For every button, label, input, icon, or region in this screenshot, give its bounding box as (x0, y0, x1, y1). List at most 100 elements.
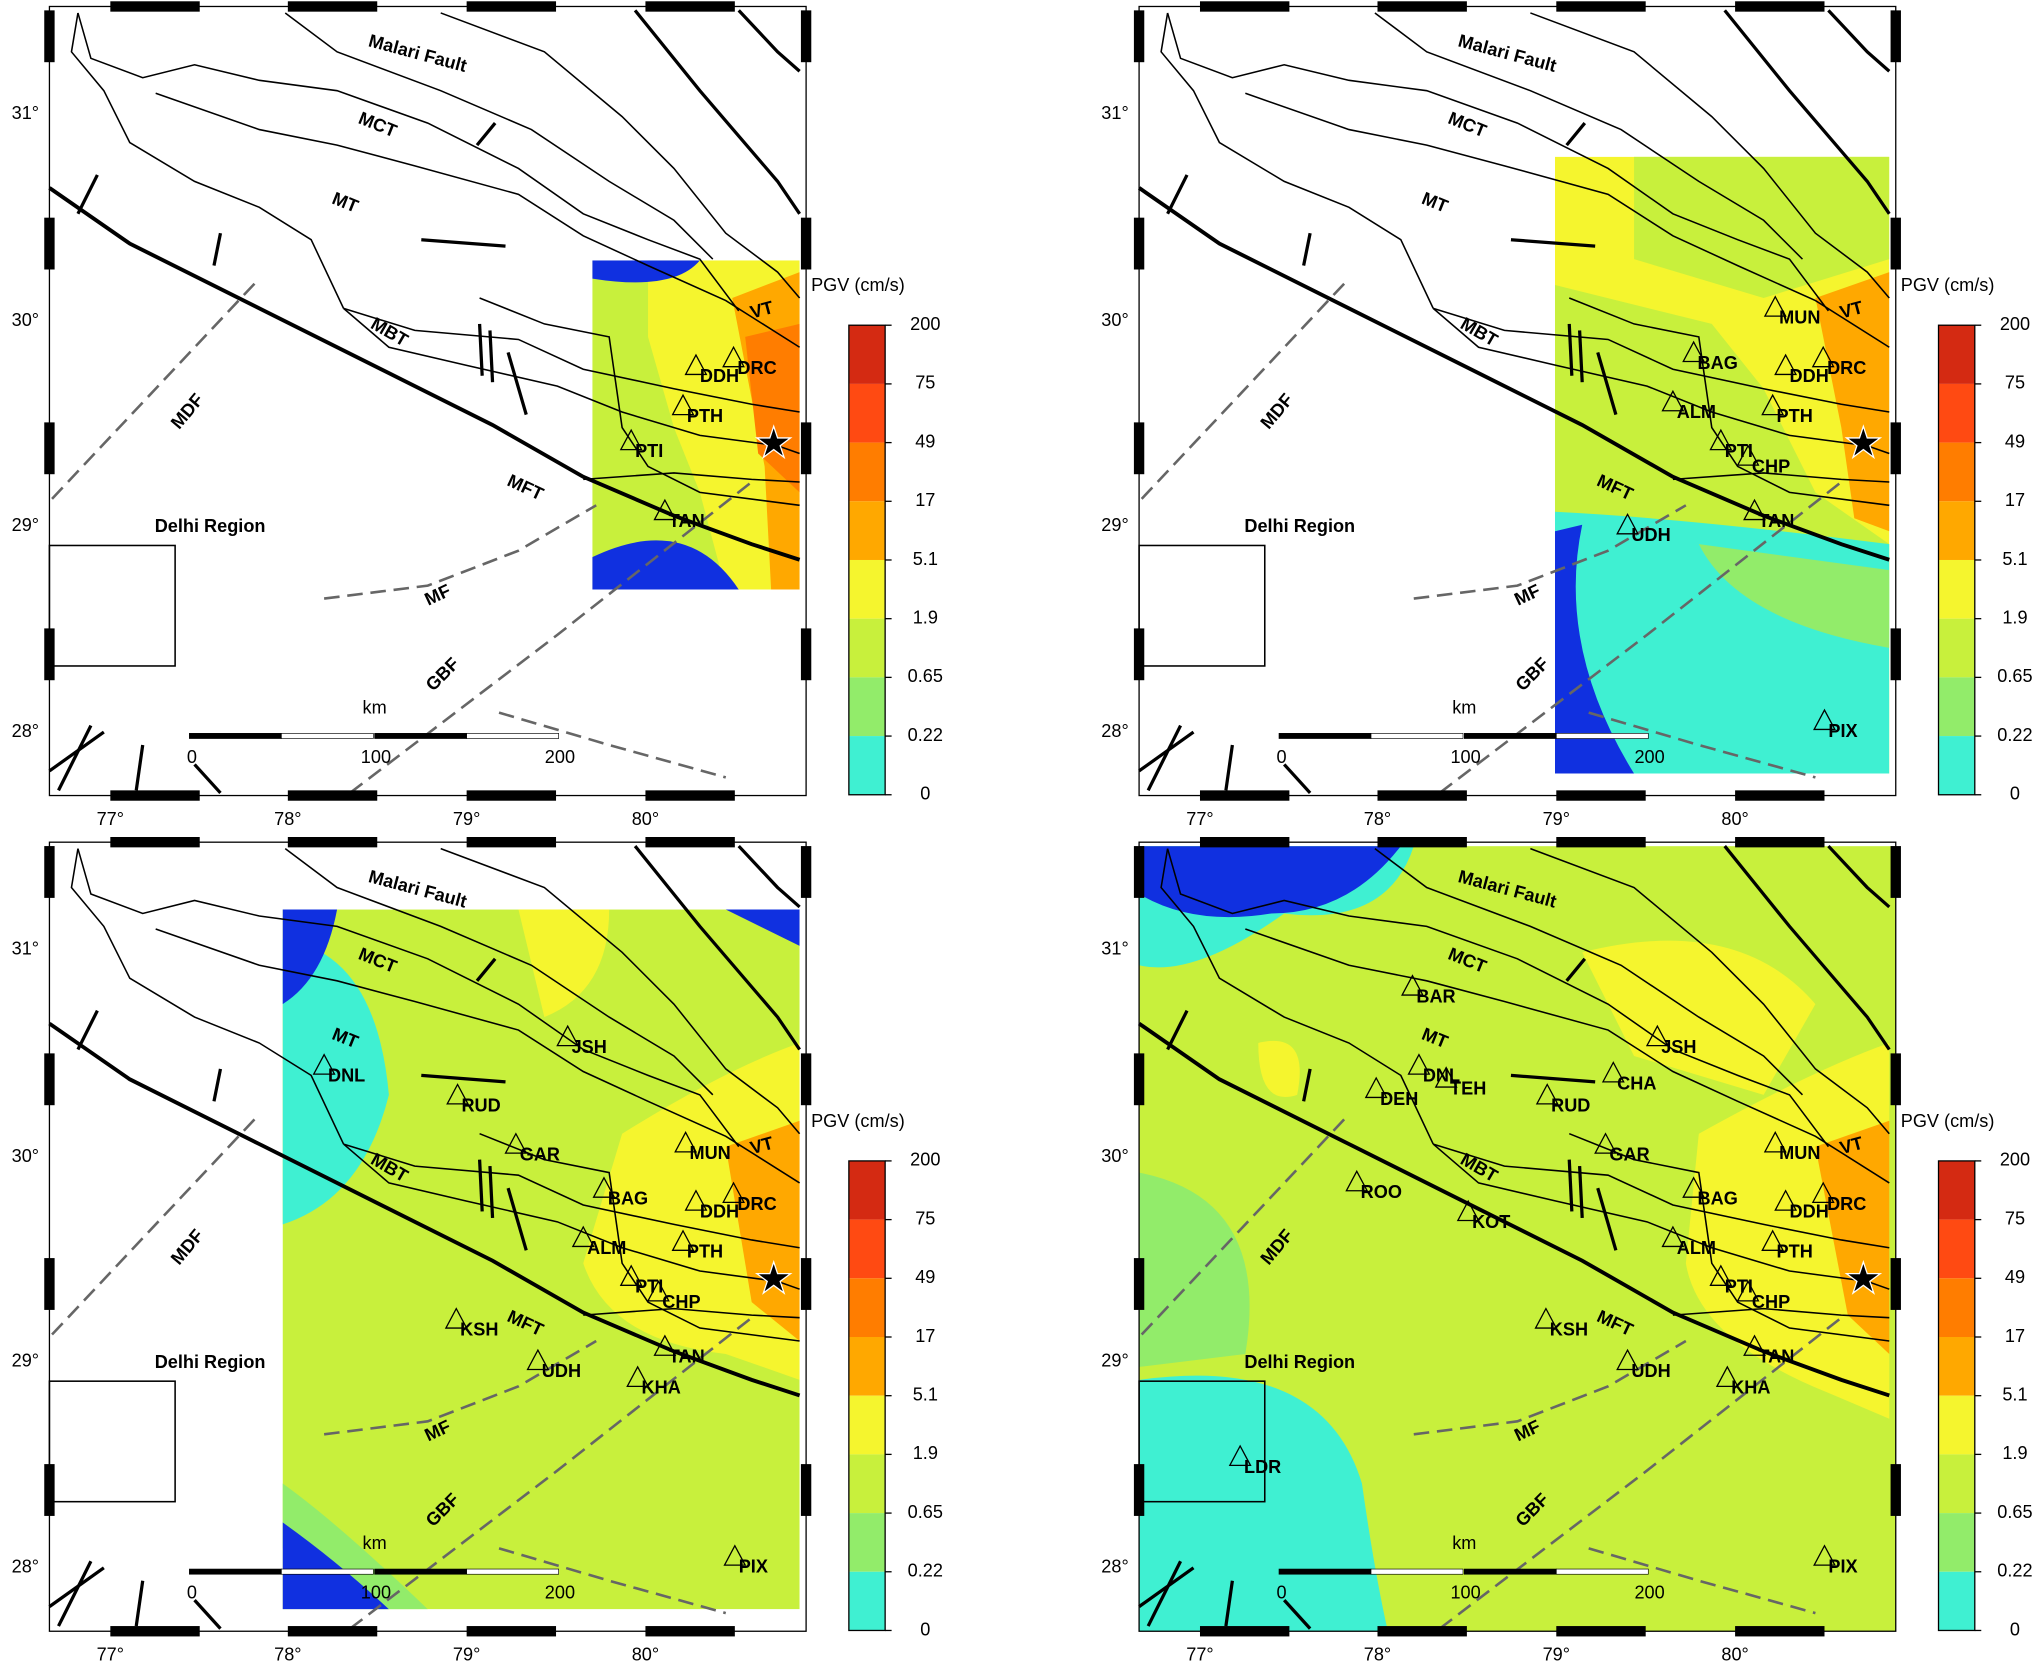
colorbar-label: 1.9 (2002, 607, 2027, 627)
frame-segment (1890, 1258, 1901, 1310)
scale-label: 200 (545, 747, 575, 767)
frame-segment (44, 217, 55, 270)
frame-segment (1133, 1258, 1145, 1310)
lat-label: 31° (12, 103, 39, 123)
station-label: MUN (1779, 308, 1820, 328)
colorbar-band (848, 325, 886, 384)
station-marker (1616, 513, 1639, 535)
frame-segment (1890, 846, 1901, 898)
colorbar-label: 17 (2005, 490, 2025, 510)
frame-segment (1133, 846, 1145, 898)
station-marker (504, 1132, 528, 1154)
station-marker (684, 1189, 708, 1211)
scale-segment (1463, 1568, 1557, 1575)
lon-label: 79° (453, 1645, 480, 1665)
station-marker (1456, 1199, 1480, 1222)
frame-segment (1199, 1, 1290, 12)
frame-segment (645, 790, 735, 801)
station-label: UDH (1631, 1361, 1670, 1381)
map-frame (1138, 841, 1897, 1632)
colorbar-band (1938, 1219, 1975, 1279)
pgv-contour (282, 909, 338, 1005)
frame-segment (44, 422, 55, 475)
colorbar-label: 200 (910, 314, 940, 334)
region-label: Delhi Region (1244, 516, 1355, 536)
frame-segment (1556, 1, 1646, 12)
station-marker (1709, 1264, 1733, 1286)
station-marker (1736, 444, 1760, 466)
colorbar-band (848, 1513, 886, 1572)
scale-segment (1278, 733, 1372, 739)
station-label: UDH (1631, 525, 1670, 545)
colorbar-label: 5.1 (2002, 1384, 2027, 1404)
station-label: GAR (1609, 1145, 1649, 1165)
fault-label: GBF (422, 654, 463, 695)
station-marker (1763, 295, 1787, 317)
pgv-contour (1554, 524, 1635, 774)
station-label: PTH (687, 1242, 723, 1262)
pgv-contour (725, 909, 800, 946)
lat-label: 30° (1101, 310, 1128, 330)
colorbar-label: 0.65 (908, 666, 943, 686)
station-marker (653, 1334, 677, 1356)
colorbar-label: 0.22 (908, 725, 943, 745)
station-label: JSH (1661, 1037, 1696, 1057)
scale-segment (281, 733, 374, 739)
colorbar-label: 75 (915, 1208, 935, 1228)
colorbar-label: 0.65 (908, 1502, 943, 1522)
lon-label: 77° (97, 1645, 124, 1665)
frame-segment (110, 1626, 200, 1637)
colorbar-label: 1.9 (2002, 1443, 2027, 1463)
colorbar-label: 1.9 (913, 1443, 938, 1463)
colorbar-label: 17 (915, 1326, 935, 1346)
colorbar-label: 49 (915, 431, 935, 451)
frame-segment (287, 1, 378, 12)
station-marker (1774, 353, 1798, 376)
lon-label: 78° (1364, 809, 1391, 829)
frame-segment (1556, 1626, 1646, 1637)
colorbar-band (848, 1160, 886, 1220)
frame-segment (1890, 422, 1901, 475)
station-marker (446, 1083, 470, 1105)
frame-segment (1133, 10, 1145, 63)
frame-segment (1890, 1464, 1901, 1516)
colorbar-label: 0.22 (1997, 725, 2032, 745)
pgv-contour (282, 1522, 389, 1610)
station-marker (1813, 708, 1836, 731)
colorbar-band (848, 442, 886, 502)
station-label: TAN (669, 1347, 705, 1367)
fault-label: MFT (504, 470, 546, 504)
station-label: PTI (635, 441, 663, 461)
station-marker (1761, 1229, 1785, 1251)
scale-segment (1555, 1568, 1649, 1575)
frame-segment (1735, 1, 1825, 12)
lat-label: 28° (12, 1557, 39, 1577)
fault-label: MBT (1457, 313, 1501, 350)
station-marker (1774, 1189, 1798, 1211)
station-label: DRC (737, 1194, 776, 1214)
fault-label: MT (329, 188, 361, 216)
lat-label: 29° (1101, 1351, 1128, 1371)
scale-label: 0 (1277, 747, 1287, 767)
pgv-field (1554, 156, 1890, 774)
colorbar-band (1938, 677, 1975, 737)
frame-segment (466, 1, 557, 12)
station-label: TAN (1758, 1347, 1794, 1367)
frame-segment (800, 628, 812, 681)
fault-label: MDF (167, 1225, 208, 1268)
scale-segment (1463, 733, 1557, 739)
colorbar-band (848, 677, 886, 737)
station-marker (1709, 428, 1733, 451)
station-label: BAG (1698, 353, 1738, 373)
colorbar-band (1938, 442, 1975, 502)
station-marker (312, 1053, 336, 1075)
station-marker (1434, 1066, 1458, 1088)
frame-segment (287, 1626, 378, 1637)
station-marker (1616, 1348, 1639, 1371)
scale-unit: km (363, 698, 387, 718)
pgv-contour (1634, 156, 1890, 299)
station-marker (592, 1176, 616, 1198)
colorbar-band (1938, 1454, 1975, 1514)
frame-segment (1133, 1053, 1145, 1106)
frame-segment (1556, 790, 1646, 801)
